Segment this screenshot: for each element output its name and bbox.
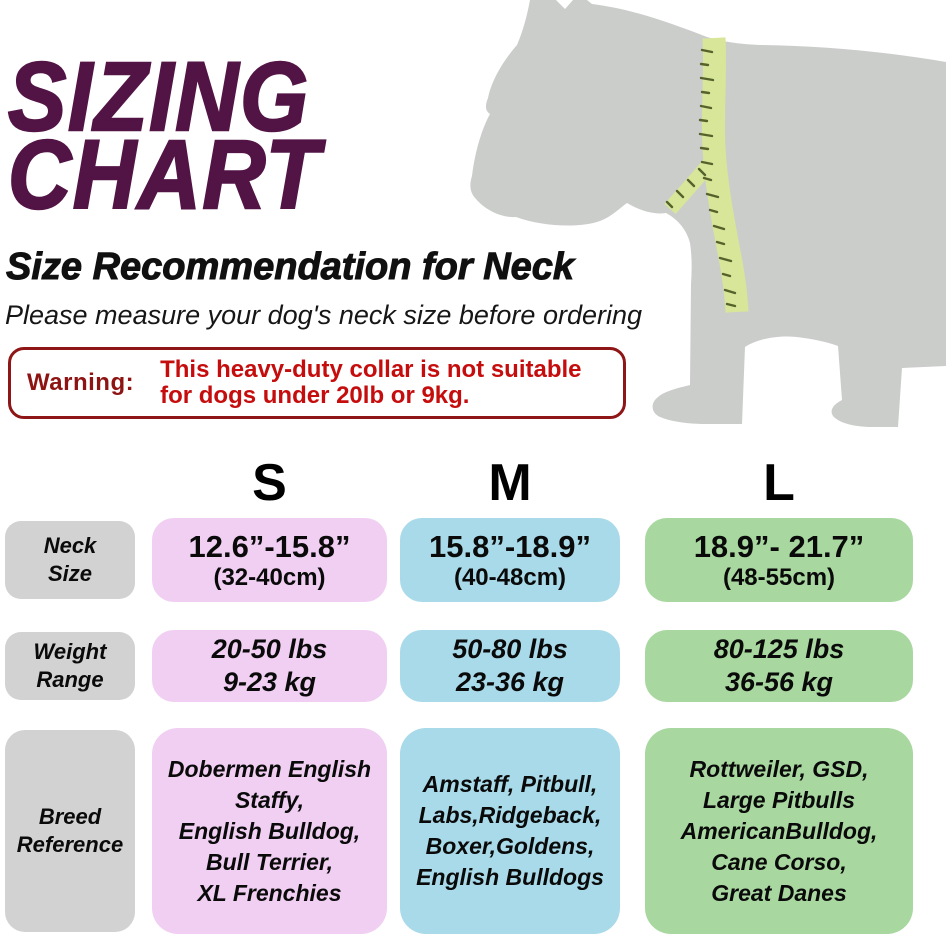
tape-tick-marks: [665, 48, 737, 308]
row-label-breed-reference: Breed Reference: [5, 730, 135, 932]
neck-size-s-cm: (32-40cm): [213, 564, 326, 591]
page-title: SIZING CHART: [7, 42, 356, 229]
weight-l-value: 80-125 lbs 36-56 kg: [713, 634, 845, 697]
dog-silhouette: [470, 0, 946, 427]
cell-weight-l: 80-125 lbs 36-56 kg: [645, 630, 913, 702]
neck-size-m-inches: 15.8”-18.9”: [429, 529, 591, 564]
cell-neck-size-l: 18.9”- 21.7” (48-55cm): [645, 518, 913, 602]
cell-weight-s: 20-50 lbs 9-23 kg: [152, 630, 387, 702]
row-label-weight-range: Weight Range: [5, 632, 135, 700]
page-title-line2: CHART: [7, 120, 321, 229]
cell-breeds-l: Rottweiler, GSD, Large Pitbulls American…: [645, 728, 913, 934]
measuring-tape-branch: [664, 158, 716, 214]
neck-size-l-inches: 18.9”- 21.7”: [693, 529, 865, 564]
measure-note: Please measure your dog's neck size befo…: [5, 300, 643, 330]
warning-text: This heavy-duty collar is not suitable f…: [160, 356, 582, 409]
breeds-s-value: Dobermen English Staffy, English Bulldog…: [167, 755, 372, 906]
weight-s-value: 20-50 lbs 9-23 kg: [211, 634, 328, 697]
breeds-m-value: Amstaff, Pitbull, Labs,Ridgeback, Boxer,…: [416, 771, 604, 890]
weight-m-value: 50-80 lbs 23-36 kg: [452, 634, 568, 697]
breeds-l-value: Rottweiler, GSD, Large Pitbulls American…: [680, 755, 878, 906]
row-label-neck-size-text: Neck Size: [43, 533, 97, 586]
measuring-tape: [701, 37, 749, 313]
row-label-neck-size: Neck Size: [5, 521, 135, 599]
cell-breeds-s: Dobermen English Staffy, English Bulldog…: [152, 728, 387, 934]
row-label-breed-reference-text: Breed Reference: [16, 804, 124, 857]
column-header-s: S: [252, 454, 287, 512]
dog-illustration: [470, 0, 946, 427]
cell-neck-size-m: 15.8”-18.9” (40-48cm): [400, 518, 620, 602]
cell-neck-size-s: 12.6”-15.8” (32-40cm): [152, 518, 387, 602]
row-label-weight-range-text: Weight Range: [33, 639, 107, 692]
neck-size-l-cm: (48-55cm): [722, 564, 836, 591]
warning-box: Warning: This heavy-duty collar is not s…: [8, 347, 626, 419]
warning-label: Warning:: [27, 369, 135, 396]
neck-size-s-inches: 12.6”-15.8”: [188, 529, 351, 564]
cell-weight-m: 50-80 lbs 23-36 kg: [400, 630, 620, 702]
neck-size-m-cm: (40-48cm): [453, 564, 567, 591]
subtitle: Size Recommendation for Neck: [5, 246, 575, 289]
page-title-line1: SIZING: [7, 42, 310, 151]
cell-breeds-m: Amstaff, Pitbull, Labs,Ridgeback, Boxer,…: [400, 728, 620, 934]
column-header-m: M: [488, 454, 532, 512]
column-header-l: L: [763, 454, 795, 512]
